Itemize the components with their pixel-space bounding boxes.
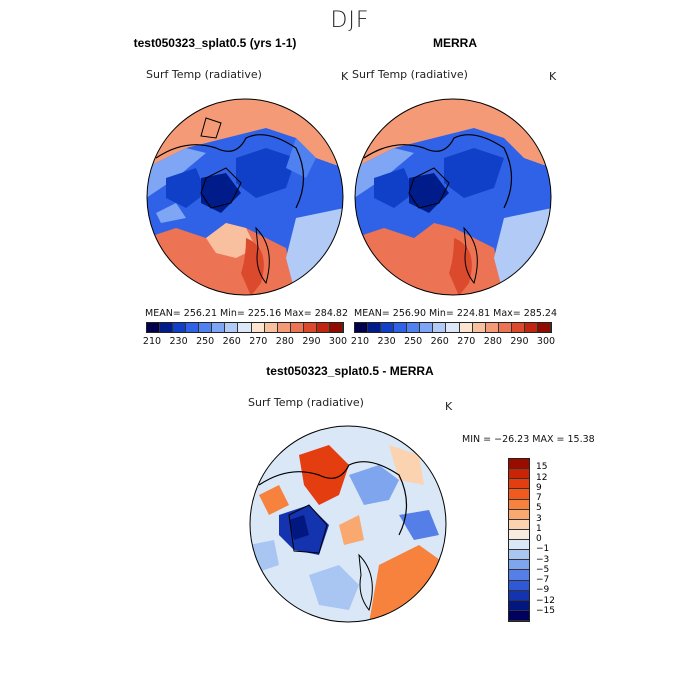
colorbar-tick-label: 260 [430,336,449,347]
colorbar-cell [509,540,529,551]
colorbar-cell [509,580,529,591]
diff-units-label: K [445,400,453,413]
colorbar-cell [509,459,529,470]
colorbar-tick-label: 280 [483,336,502,347]
colorbar-cell [303,323,317,332]
colorbar-cell [509,509,529,520]
colorbar-cell [173,323,187,332]
colorbar-tick-label: 290 [510,336,529,347]
colorbar-cell [420,323,434,332]
colorbar-tick-label: 15 [536,462,548,473]
colorbar-tick-label: 12 [536,472,548,483]
colorbar-cell [355,323,369,332]
diff-colorbar [508,458,530,622]
right-polar-map [354,98,552,296]
colorbar-cell [509,529,529,540]
left-var-label: Surf Temp (radiative) [146,68,262,81]
colorbar-tick-label: 3 [536,513,542,524]
colorbar-tick-label: 280 [275,336,294,347]
colorbar-tick-label: 9 [536,482,542,493]
colorbar-tick-label: 5 [536,503,542,514]
colorbar-tick-label: −5 [536,564,550,575]
colorbar-cell [459,323,473,332]
left-polar-map [146,98,344,296]
colorbar-cell [160,323,174,332]
right-var-label: Surf Temp (radiative) [352,68,468,81]
colorbar-tick-label: −7 [536,575,550,585]
colorbar-cell [225,323,239,332]
colorbar-cell [277,323,291,332]
colorbar-cell [509,560,529,571]
left-units-label: K [341,70,349,83]
colorbar-cell [264,323,278,332]
colorbar-tick-label: 0 [536,534,542,544]
diff-stats: MIN = −26.23 MAX = 15.38 [462,434,595,445]
colorbar-cell [290,323,304,332]
colorbar-tick-label: 210 [350,336,370,347]
colorbar-cell [147,323,161,332]
colorbar-tick-label: 270 [457,336,476,347]
colorbar-cell [509,469,529,480]
colorbar-cell [238,323,252,332]
colorbar-tick-label: 300 [328,336,348,347]
colorbar-tick-label: 290 [302,336,321,347]
right-stats: MEAN= 256.90 Min= 224.81 Max= 285.24 [354,308,558,319]
colorbar-cell [381,323,395,332]
colorbar-tick-label: 230 [169,336,188,347]
colorbar-cell [509,489,529,500]
diff-panel-title: test050323_splat0.5 - MERRA [266,364,434,378]
colorbar-cell [509,479,529,490]
colorbar-tick-label: 210 [142,336,162,347]
colorbar-tick-label: −1 [536,544,550,555]
left-stats: MEAN= 256.21 Min= 225.16 Max= 284.82 [145,308,349,319]
colorbar-cell [368,323,382,332]
colorbar-cell [199,323,213,332]
colorbar-cell [394,323,408,332]
colorbar-cell [498,323,512,332]
colorbar-cell [511,323,525,332]
colorbar-cell [446,323,460,332]
colorbar-tick-label: −3 [536,554,550,565]
right-units-label: K [549,70,557,83]
colorbar-tick-label: 300 [536,336,556,347]
colorbar-cell [407,323,421,332]
colorbar-cell [251,323,265,332]
colorbar-cell [509,600,529,611]
colorbar-tick-label: 260 [222,336,241,347]
left-panel-title: test050323_splat0.5 (yrs 1-1) [133,36,297,50]
colorbar-cell [509,550,529,561]
colorbar-cell [509,570,529,581]
colorbar-tick-label: −9 [536,585,550,596]
colorbar-cell [537,323,551,332]
colorbar-tick-label: 270 [249,336,268,347]
colorbar-tick-label: 7 [536,493,542,503]
colorbar-tick-label: 250 [196,336,215,347]
right-panel-title: MERRA [433,36,477,50]
colorbar-cell [472,323,486,332]
colorbar-cell [509,499,529,510]
colorbar-tick-label: −12 [536,595,555,606]
colorbar-cell [524,323,538,332]
colorbar-cell [485,323,499,332]
colorbar-cell [329,323,343,332]
diff-polar-map [249,425,447,623]
left-colorbar [146,322,344,333]
colorbar-cell [212,323,226,332]
colorbar-cell [509,590,529,601]
colorbar-cell [316,323,330,332]
colorbar-cell [186,323,200,332]
colorbar-cell [509,519,529,530]
right-colorbar [354,322,552,333]
diff-colorbar-ticks: 15 12 9 7 5 3 1 0 −1 −3 −5 −7 −9 −12 −15 [536,458,586,622]
figure-title: DJF [330,8,370,33]
colorbar-tick-label: −15 [536,605,555,616]
colorbar-tick-label: 230 [377,336,396,347]
diff-var-label: Surf Temp (radiative) [248,396,364,409]
colorbar-tick-label: 250 [404,336,423,347]
colorbar-tick-label: 1 [536,523,542,534]
colorbar-cell [509,610,529,621]
colorbar-cell [433,323,447,332]
